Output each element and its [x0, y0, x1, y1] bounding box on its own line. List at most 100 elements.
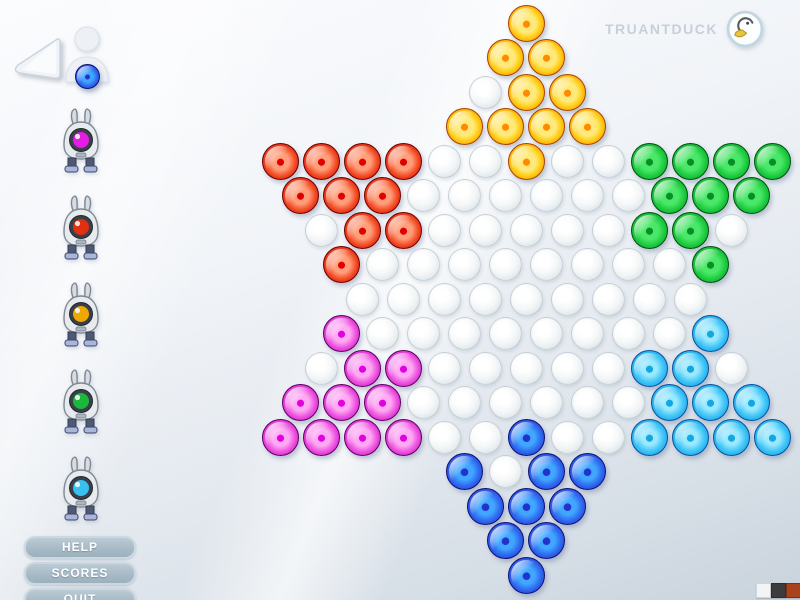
marble-magenta[interactable]: [343, 418, 381, 456]
board-hole[interactable]: [571, 179, 604, 212]
board-hole[interactable]: [571, 248, 604, 281]
board-hole[interactable]: [530, 179, 563, 212]
marble-cyan[interactable]: [671, 349, 709, 387]
marble-red[interactable]: [323, 246, 360, 283]
marble-red[interactable]: [384, 142, 422, 180]
marble-blue[interactable]: [507, 556, 545, 594]
board-hole[interactable]: [612, 317, 645, 350]
marble-green[interactable]: [671, 142, 709, 180]
board-hole[interactable]: [489, 317, 522, 350]
board-hole[interactable]: [591, 144, 625, 178]
board-hole[interactable]: [509, 282, 543, 316]
marble-cyan[interactable]: [651, 384, 688, 421]
board-hole[interactable]: [448, 386, 481, 419]
board-hole[interactable]: [427, 144, 461, 178]
marble-magenta[interactable]: [323, 384, 360, 421]
marble-yellow[interactable]: [569, 108, 606, 145]
quit-button[interactable]: QUIT: [24, 588, 136, 600]
marble-green[interactable]: [630, 142, 668, 180]
help-button[interactable]: HELP: [24, 536, 136, 559]
marble-magenta[interactable]: [261, 418, 299, 456]
marble-yellow[interactable]: [528, 108, 565, 145]
marble-green[interactable]: [692, 177, 729, 214]
board-hole[interactable]: [489, 455, 522, 488]
board-hole[interactable]: [386, 282, 420, 316]
board-hole[interactable]: [448, 179, 481, 212]
marble-blue[interactable]: [528, 453, 565, 490]
marble-magenta[interactable]: [343, 349, 381, 387]
board-hole[interactable]: [591, 420, 625, 454]
board-hole[interactable]: [550, 420, 584, 454]
board-hole[interactable]: [591, 351, 625, 385]
board-hole[interactable]: [550, 213, 584, 247]
board-hole[interactable]: [571, 386, 604, 419]
board-hole[interactable]: [448, 317, 481, 350]
board-hole[interactable]: [489, 386, 522, 419]
board-hole[interactable]: [304, 351, 338, 385]
board-hole[interactable]: [714, 351, 748, 385]
board-hole[interactable]: [612, 248, 645, 281]
marble-red[interactable]: [343, 211, 381, 249]
board-hole[interactable]: [366, 317, 399, 350]
marble-red[interactable]: [282, 177, 319, 214]
marble-red[interactable]: [364, 177, 401, 214]
board-hole[interactable]: [673, 282, 707, 316]
marble-green[interactable]: [692, 246, 729, 283]
board-hole[interactable]: [427, 213, 461, 247]
marble-magenta[interactable]: [364, 384, 401, 421]
theme-swatch-dark[interactable]: [771, 583, 786, 598]
marble-red[interactable]: [384, 211, 422, 249]
marble-magenta[interactable]: [323, 315, 360, 352]
marble-green[interactable]: [651, 177, 688, 214]
board-hole[interactable]: [407, 179, 440, 212]
board-hole[interactable]: [407, 248, 440, 281]
board-hole[interactable]: [530, 386, 563, 419]
board-hole[interactable]: [407, 386, 440, 419]
marble-blue[interactable]: [548, 487, 586, 525]
marble-yellow[interactable]: [507, 142, 545, 180]
board-hole[interactable]: [632, 282, 666, 316]
marble-blue[interactable]: [446, 453, 483, 490]
marble-blue[interactable]: [507, 418, 545, 456]
board-hole[interactable]: [591, 213, 625, 247]
marble-magenta[interactable]: [282, 384, 319, 421]
marble-magenta[interactable]: [384, 349, 422, 387]
marble-blue[interactable]: [487, 522, 524, 559]
marble-red[interactable]: [261, 142, 299, 180]
board-hole[interactable]: [468, 75, 502, 109]
marble-cyan[interactable]: [692, 384, 729, 421]
marble-blue[interactable]: [466, 487, 504, 525]
board-hole[interactable]: [530, 248, 563, 281]
marble-yellow[interactable]: [548, 73, 586, 111]
marble-green[interactable]: [671, 211, 709, 249]
marble-cyan[interactable]: [712, 418, 750, 456]
board-hole[interactable]: [653, 248, 686, 281]
theme-swatch-light[interactable]: [756, 583, 771, 598]
scores-button[interactable]: SCORES: [24, 562, 136, 585]
board-hole[interactable]: [468, 144, 502, 178]
marble-blue[interactable]: [507, 487, 545, 525]
board-hole[interactable]: [304, 213, 338, 247]
marble-magenta[interactable]: [302, 418, 340, 456]
board-hole[interactable]: [509, 351, 543, 385]
marble-green[interactable]: [630, 211, 668, 249]
marble-yellow[interactable]: [528, 39, 565, 76]
board-hole[interactable]: [550, 144, 584, 178]
marble-cyan[interactable]: [671, 418, 709, 456]
marble-magenta[interactable]: [384, 418, 422, 456]
marble-red[interactable]: [343, 142, 381, 180]
board-hole[interactable]: [591, 282, 625, 316]
board-hole[interactable]: [653, 317, 686, 350]
marble-yellow[interactable]: [487, 39, 524, 76]
marble-cyan[interactable]: [753, 418, 791, 456]
board-hole[interactable]: [468, 282, 502, 316]
board-hole[interactable]: [345, 282, 379, 316]
marble-cyan[interactable]: [630, 349, 668, 387]
board-hole[interactable]: [550, 351, 584, 385]
board-hole[interactable]: [489, 248, 522, 281]
board-hole[interactable]: [468, 213, 502, 247]
marble-yellow[interactable]: [446, 108, 483, 145]
board-hole[interactable]: [427, 420, 461, 454]
marble-green[interactable]: [753, 142, 791, 180]
board-hole[interactable]: [612, 179, 645, 212]
